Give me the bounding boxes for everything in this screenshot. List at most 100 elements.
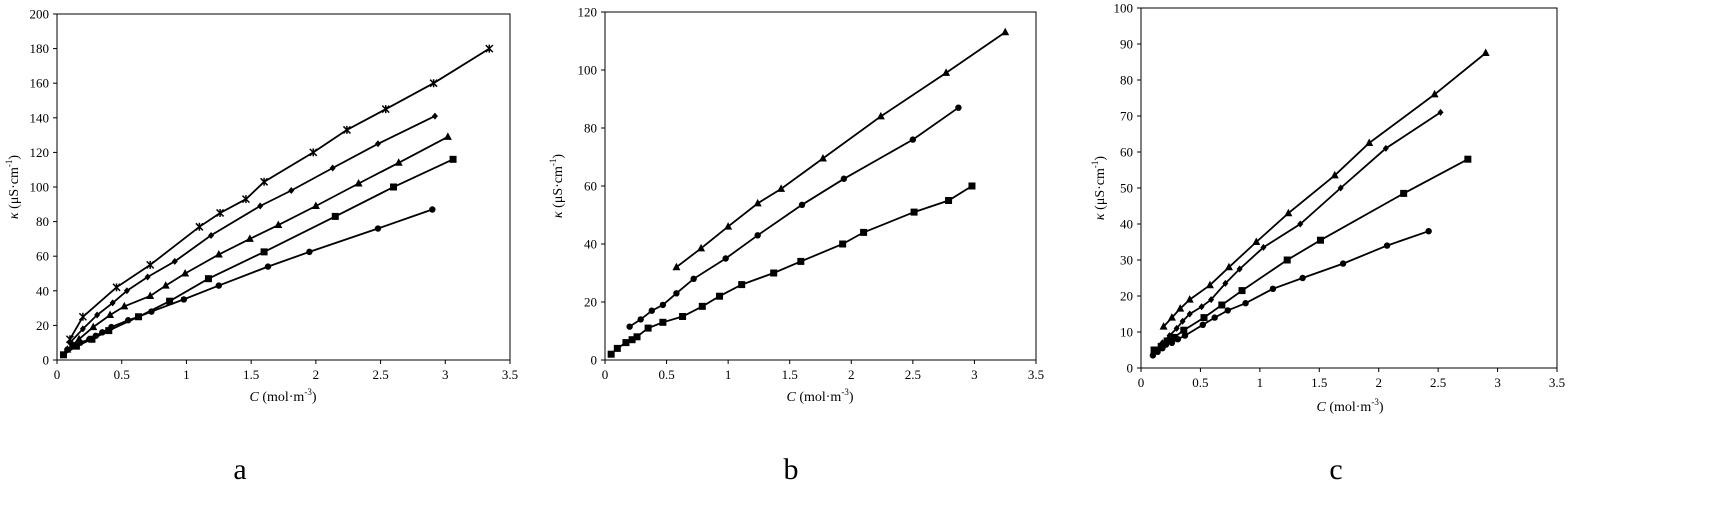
y-tick-label-c: 50 <box>1120 181 1133 196</box>
data-point-circle-b <box>659 301 667 309</box>
data-point-star-a <box>78 312 87 321</box>
data-point-triangle-b <box>876 111 885 120</box>
data-point-circle-b <box>722 255 729 262</box>
data-point-star-a <box>381 105 390 114</box>
x-tick-label-c: 3 <box>1494 375 1501 390</box>
data-point-diamond-a <box>109 299 116 307</box>
x-tick-label-a: 2 <box>313 367 320 382</box>
y-tick-label-b: 80 <box>584 121 597 136</box>
data-point-triangle-c <box>1167 313 1176 321</box>
data-point-triangle-a <box>443 132 452 140</box>
data-point-triangle-a <box>354 179 363 187</box>
data-point-triangle-c <box>1330 170 1339 179</box>
data-point-circle-b <box>626 323 633 330</box>
data-point-diamond-c <box>1186 310 1193 318</box>
data-point-circle-a <box>374 225 382 232</box>
data-point-square-c <box>1180 326 1188 334</box>
series-line-b-triangle <box>675 31 1006 268</box>
x-tick-label-b: 0.5 <box>658 367 674 382</box>
data-point-circle-a <box>429 206 436 213</box>
data-point-diamond-a <box>79 325 86 333</box>
data-point-diamond-c <box>1159 339 1166 347</box>
data-point-diamond-a <box>123 287 130 295</box>
data-point-triangle-c <box>1176 304 1185 312</box>
series-line-c-circle <box>1152 230 1429 357</box>
data-point-circle-c <box>1242 300 1249 307</box>
x-tick-label-a: 1.5 <box>243 367 259 382</box>
data-point-square-a <box>72 342 80 350</box>
x-tick-label-c: 0 <box>1138 375 1145 390</box>
plot-frame-c <box>1140 7 1558 369</box>
data-point-circle-b <box>909 136 917 143</box>
y-tick-label-a: 160 <box>30 76 50 91</box>
data-point-diamond-a <box>374 140 381 148</box>
data-point-square-c <box>1163 337 1171 345</box>
x-tick-label-a: 2.5 <box>372 367 388 382</box>
data-point-square-b <box>644 324 652 332</box>
x-tick-label-b: 3.5 <box>1028 367 1044 382</box>
data-point-circle-c <box>1299 274 1306 282</box>
y-tick-label-a: 120 <box>30 145 50 160</box>
x-tick-label-a: 0.5 <box>114 367 130 382</box>
x-tick-label-c: 2.5 <box>1430 375 1446 390</box>
data-point-diamond-c <box>1222 279 1229 287</box>
series-line-a-star <box>69 47 490 340</box>
data-point-square-b <box>633 333 641 341</box>
data-point-diamond-c <box>1153 346 1160 354</box>
data-point-triangle-a <box>89 322 98 331</box>
y-tick-label-c: 30 <box>1120 253 1133 268</box>
series-line-c-diamond <box>1155 111 1441 351</box>
data-point-circle-a <box>306 248 313 256</box>
y-ticks-a: 0 20 40 60 80 100 120 140 160 180 200 <box>30 7 57 368</box>
data-point-diamond-a <box>288 186 295 194</box>
series-line-c-square <box>1153 158 1469 351</box>
data-point-circle-b <box>673 290 680 297</box>
y-tick-label-c: 60 <box>1120 145 1133 160</box>
data-point-triangle-c <box>1284 208 1293 217</box>
data-point-diamond-c <box>1437 108 1444 116</box>
x-tick-label-c: 3.5 <box>1549 375 1565 390</box>
data-point-circle-b <box>754 232 761 239</box>
data-point-star-a <box>216 208 225 217</box>
data-point-circle-a <box>215 282 222 289</box>
data-point-diamond-a <box>431 112 438 120</box>
y-tick-label-c: 70 <box>1120 109 1133 124</box>
data-point-triangle-a <box>75 334 84 343</box>
data-point-square-b <box>698 302 706 310</box>
data-point-triangle-a <box>63 345 72 353</box>
data-point-diamond-c <box>1198 303 1205 311</box>
x-axis-title-a: C (mol·m-3) <box>249 387 316 405</box>
data-point-triangle-a <box>274 220 283 229</box>
data-point-square-b <box>607 350 615 358</box>
data-point-circle-c <box>1224 307 1231 314</box>
data-point-square-c <box>1400 189 1408 197</box>
data-point-star-a <box>429 79 438 88</box>
data-point-diamond-c <box>1166 332 1173 340</box>
x-tick-label-b: 2.5 <box>905 367 921 382</box>
y-ticks-b: 0 20 40 60 80 100 120 <box>578 5 605 368</box>
data-point-circle-c <box>1339 260 1347 267</box>
series-line-a-triangle <box>66 136 449 351</box>
data-point-square-a <box>260 248 268 256</box>
y-tick-label-a: 20 <box>36 318 49 333</box>
x-tick-label-c: 2 <box>1375 375 1382 390</box>
data-point-star-a <box>146 260 155 269</box>
data-point-circle-b <box>690 275 697 282</box>
data-point-triangle-c <box>1252 237 1261 245</box>
y-tick-label-a: 60 <box>36 249 49 264</box>
data-point-diamond-c <box>1337 184 1344 192</box>
data-point-triangle-c <box>1205 280 1214 289</box>
data-point-diamond-c <box>1173 324 1180 332</box>
data-point-triangle-c <box>1159 322 1168 330</box>
data-point-square-c <box>1283 256 1291 264</box>
data-point-triangle-b <box>777 184 786 192</box>
data-point-square-b <box>910 208 918 216</box>
data-point-triangle-b <box>724 222 733 230</box>
data-point-circle-b <box>955 104 962 111</box>
y-tick-label-b: 60 <box>584 179 597 194</box>
data-point-star-a <box>260 177 269 186</box>
y-axis-title-c: κ (μS·cm-1) <box>1090 156 1108 220</box>
data-point-triangle-c <box>1185 295 1194 303</box>
y-tick-label-c: 40 <box>1120 217 1133 232</box>
y-tick-label-b: 20 <box>584 295 597 310</box>
